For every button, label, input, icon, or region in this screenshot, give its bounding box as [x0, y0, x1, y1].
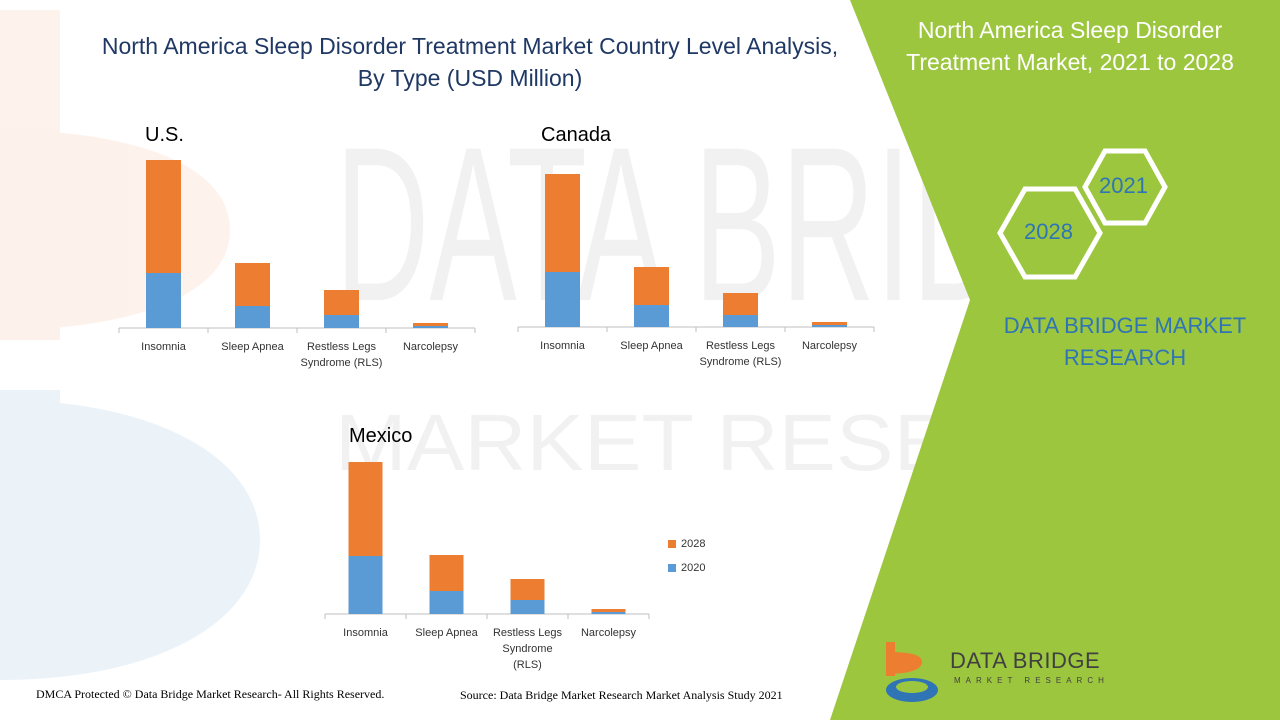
footer-copyright: DMCA Protected © Data Bridge Market Rese…	[36, 687, 385, 701]
bar-2020	[812, 325, 847, 327]
chart-us: Insomnia Sleep Apnea Restless Legs Syndrome…	[118, 160, 476, 369]
legend-item-2020: 2020	[668, 562, 705, 574]
legend-item-2028: 2028	[668, 538, 705, 550]
bar-2020	[545, 272, 580, 327]
bar-2020	[591, 612, 626, 614]
bar-2020	[146, 273, 181, 328]
main-title: North America Sleep Disorder Treatment M…	[60, 30, 880, 94]
bar-2020	[634, 305, 669, 327]
x-tick-label: Insomnia	[343, 627, 389, 639]
legend-label-2020: 2020	[681, 562, 706, 574]
legend-swatch-2028	[668, 540, 676, 548]
data-bridge-logo-icon	[886, 642, 938, 702]
bar-2028	[348, 462, 383, 556]
x-tick-label: Restless Legs	[307, 341, 377, 353]
brand-name-line2: RESEARCH	[1063, 345, 1187, 370]
x-tick-label: Syndrome (RLS)	[700, 356, 782, 368]
x-tick-label: Syndrome (RLS)	[301, 357, 383, 369]
bar-2028	[429, 555, 464, 591]
chart-title-canada: Canada	[541, 124, 612, 146]
panel-title-line1: North America Sleep Disorder	[917, 17, 1223, 43]
legend-swatch-2020	[668, 564, 676, 572]
x-tick-label: Narcolepsy	[802, 340, 858, 352]
hex-label-2028: 2028	[1024, 219, 1073, 244]
bar-2020	[324, 315, 359, 328]
bar-2028	[812, 322, 847, 325]
x-tick-label: (RLS)	[513, 659, 542, 671]
legend-label-2028: 2028	[681, 538, 706, 550]
bar-2020	[348, 556, 383, 614]
logo-subtitle: MARKET RESEARCH	[954, 676, 1109, 685]
bar-2028	[235, 263, 270, 306]
x-tick-label: Insomnia	[141, 341, 187, 353]
bar-2028	[413, 323, 448, 326]
bar-2020	[723, 315, 758, 327]
bar-2028	[634, 267, 669, 305]
x-tick-label: Restless Legs	[706, 340, 776, 352]
x-tick-label: Insomnia	[540, 340, 586, 352]
main-title-line2: By Type (USD Million)	[357, 65, 583, 91]
bar-2020	[510, 600, 545, 614]
logo-name: DATA BRIDGE	[950, 648, 1101, 673]
bar-2020	[235, 306, 270, 328]
bar-2028	[591, 609, 626, 612]
x-tick-label: Narcolepsy	[403, 341, 459, 353]
chart-title-us: U.S.	[145, 124, 184, 146]
panel-title: North America Sleep Disorder Treatment M…	[880, 14, 1260, 78]
footer-source: Source: Data Bridge Market Research Mark…	[460, 688, 783, 702]
hex-label-2021: 2021	[1099, 173, 1148, 198]
x-tick-label: Restless Legs	[493, 627, 563, 639]
bar-2020	[413, 326, 448, 328]
brand-name: DATA BRIDGE MARKET RESEARCH	[985, 310, 1265, 374]
bar-2028	[510, 579, 545, 600]
x-tick-label: Sleep Apnea	[221, 341, 284, 353]
bar-2020	[429, 591, 464, 614]
green-panel	[830, 0, 1280, 720]
bar-2028	[545, 174, 580, 272]
chart-mexico: Insomnia Sleep Apnea Restless Legs Syndrome…	[324, 462, 650, 671]
x-tick-label: Sleep Apnea	[620, 340, 683, 352]
x-tick-label: Syndrome	[502, 643, 552, 655]
chart-title-mexico: Mexico	[349, 425, 413, 447]
chart-canada: Insomnia Sleep Apnea Restless Legs Syndrome…	[517, 174, 875, 368]
bar-2028	[146, 160, 181, 273]
brand-name-line1: DATA BRIDGE MARKET	[1003, 313, 1247, 338]
bar-2028	[324, 290, 359, 315]
bar-2028	[723, 293, 758, 315]
hexagon-2021	[1082, 148, 1168, 226]
x-tick-label: Sleep Apnea	[415, 627, 478, 639]
x-tick-label: Narcolepsy	[581, 627, 637, 639]
main-title-line1: North America Sleep Disorder Treatment M…	[101, 33, 839, 59]
panel-title-line2: Treatment Market, 2021 to 2028	[906, 49, 1234, 75]
hexagon-2028	[997, 186, 1103, 280]
